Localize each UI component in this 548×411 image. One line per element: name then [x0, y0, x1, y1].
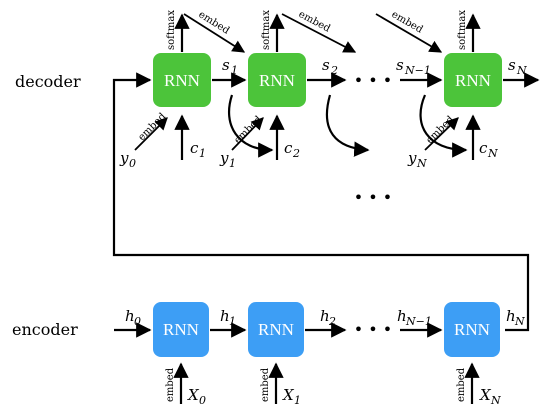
svg-text:embed: embed	[260, 367, 271, 402]
softmax-output-1: softmax	[166, 10, 190, 52]
embed-feedback-2: embed	[281, 9, 357, 53]
encoder-input-x0: embed X 0	[165, 362, 206, 407]
svg-text:1: 1	[294, 394, 301, 407]
svg-text:X: X	[187, 386, 200, 404]
decoder-context-curve-n	[419, 94, 468, 158]
encoder-state-h0: h 0	[125, 307, 141, 328]
svg-text:softmax: softmax	[261, 10, 272, 50]
svg-text:c: c	[479, 139, 488, 157]
svg-text:embed: embed	[165, 367, 176, 402]
decoder-ellipsis: • • •	[354, 71, 392, 90]
encoder-cell-n: RNN	[444, 302, 500, 357]
encoder-cell-1: RNN	[248, 302, 304, 357]
svg-text:y: y	[407, 149, 417, 167]
svg-text:0: 0	[129, 157, 136, 170]
softmax-output-2: softmax	[261, 10, 285, 52]
svg-text:s: s	[222, 56, 230, 74]
decoder-state-s1: s 1	[222, 56, 238, 77]
decoder-cell-1-label: RNN	[164, 71, 200, 90]
embed-feedback-n-1: embed	[375, 9, 443, 53]
encoder-state-hN-1: h N−1	[397, 307, 432, 328]
svg-text:softmax: softmax	[457, 10, 468, 50]
decoder-input-y0: embed y 0	[119, 111, 169, 170]
encoder-cell-1-label: RNN	[258, 320, 294, 339]
svg-text:N: N	[490, 394, 501, 407]
decoder-cell-2: RNN	[248, 53, 306, 107]
svg-text:0: 0	[134, 315, 141, 328]
svg-text:1: 1	[229, 157, 236, 170]
svg-text:h: h	[320, 307, 330, 325]
encoder-row-label: encoder	[12, 320, 78, 339]
svg-text:N−1: N−1	[404, 64, 431, 77]
decoder-row-label: decoder	[15, 72, 81, 91]
decoder-input-c2: c 2	[269, 114, 300, 160]
svg-text:h: h	[220, 307, 230, 325]
svg-text:c: c	[190, 139, 199, 157]
svg-text:h: h	[125, 307, 135, 325]
svg-text:0: 0	[199, 394, 206, 407]
svg-text:N: N	[416, 157, 427, 170]
decoder-input-c1: c 1	[174, 114, 206, 160]
svg-text:X: X	[282, 386, 295, 404]
svg-text:embed: embed	[136, 111, 168, 143]
decoder-input-cN: c N	[465, 114, 498, 160]
svg-text:h: h	[397, 307, 407, 325]
svg-text:X: X	[479, 386, 492, 404]
svg-text:1: 1	[231, 64, 238, 77]
softmax-output-n: softmax	[457, 10, 481, 52]
decoder-state-s2: s 2	[322, 56, 338, 77]
encoder-cell-0: RNN	[153, 302, 209, 357]
svg-text:y: y	[119, 149, 129, 167]
svg-text:s: s	[322, 56, 330, 74]
svg-text:N: N	[514, 315, 525, 328]
decoder-cell-n: RNN	[444, 53, 502, 107]
encoder-state-hN: h N	[506, 307, 525, 328]
svg-text:N: N	[487, 147, 498, 160]
decoder-input-yN: embed y N	[407, 114, 459, 170]
svg-text:2: 2	[292, 147, 300, 160]
svg-text:1: 1	[199, 147, 206, 160]
svg-text:2: 2	[330, 64, 338, 77]
svg-text:embed: embed	[232, 114, 264, 146]
decoder-cell-n-label: RNN	[455, 71, 491, 90]
svg-text:y: y	[219, 149, 229, 167]
decoder-context-curve-2	[325, 94, 370, 157]
svg-text:s: s	[508, 56, 516, 74]
decoder-state-sN-1: s N−1	[396, 56, 431, 77]
decoder-cell-1: RNN	[153, 53, 211, 107]
encoder-cell-0-label: RNN	[163, 320, 199, 339]
svg-text:embed: embed	[456, 367, 467, 402]
encoder-input-x1: embed X 1	[260, 362, 301, 407]
encoder-state-h2: h 2	[320, 307, 336, 328]
decoder-state-sN: s N	[508, 56, 527, 77]
decoder-mid-ellipsis: • • •	[354, 188, 392, 207]
embed-feedback-1: embed	[183, 9, 246, 53]
svg-text:h: h	[506, 307, 516, 325]
encoder-to-decoder-connector	[112, 72, 530, 332]
svg-text:2: 2	[328, 315, 336, 328]
encoder-state-h1: h 1	[220, 307, 236, 328]
svg-text:N: N	[516, 64, 527, 77]
svg-text:c: c	[284, 139, 293, 157]
decoder-cell-2-label: RNN	[259, 71, 295, 90]
encoder-cell-n-label: RNN	[454, 320, 490, 339]
svg-text:embed: embed	[424, 114, 456, 146]
svg-text:N−1: N−1	[405, 315, 432, 328]
encoder-ellipsis: • • •	[354, 320, 392, 339]
svg-text:1: 1	[229, 315, 236, 328]
svg-text:s: s	[396, 56, 404, 74]
encoder-input-xN: embed X N	[456, 362, 501, 407]
decoder-context-curve-1	[227, 94, 274, 158]
svg-text:softmax: softmax	[166, 10, 177, 50]
